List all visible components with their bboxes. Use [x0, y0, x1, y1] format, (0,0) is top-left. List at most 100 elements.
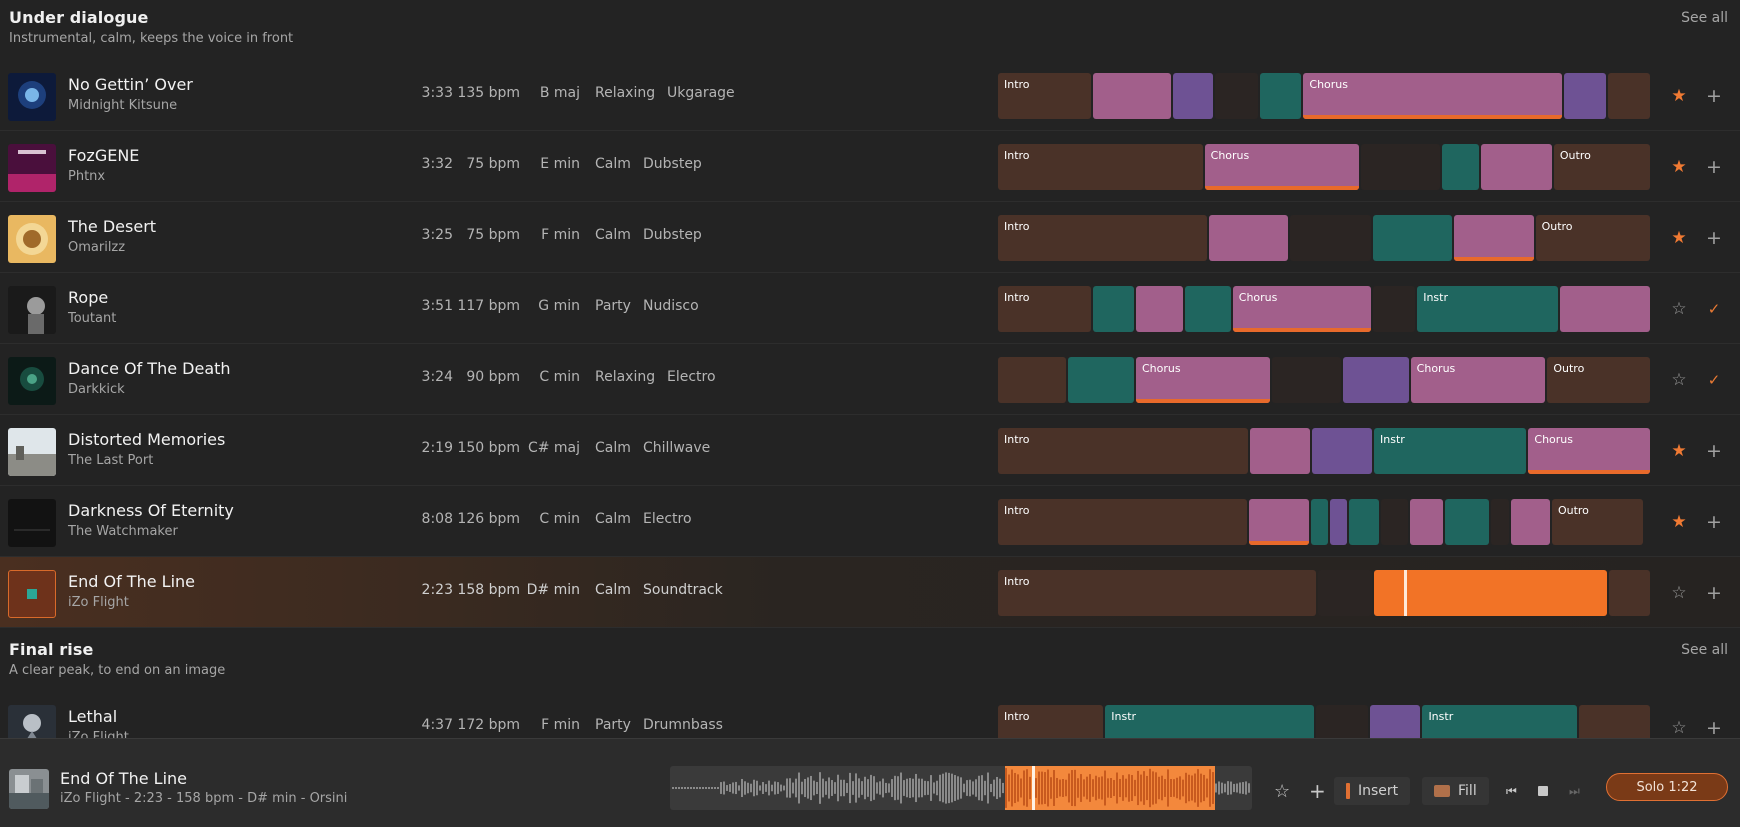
track-cover-art[interactable] [8, 73, 56, 121]
star-filled-icon[interactable]: ★ [1671, 227, 1687, 248]
track-cover-art[interactable] [8, 499, 56, 547]
timeline-segment[interactable]: Chorus [1410, 357, 1546, 403]
track-artist[interactable]: iZo Flight [68, 595, 129, 610]
timeline-segment[interactable] [1092, 286, 1134, 332]
track-structure-timeline[interactable]: Intro Chorus Instr [997, 286, 1651, 332]
timeline-segment[interactable]: Chorus [1232, 286, 1371, 332]
timeline-segment[interactable]: Outro [1547, 357, 1650, 403]
timeline-segment[interactable] [1372, 286, 1416, 332]
timeline-segment[interactable] [1318, 570, 1373, 616]
track-structure-timeline[interactable]: Chorus Chorus Outro [997, 357, 1651, 403]
timeline-segment[interactable] [1445, 499, 1490, 545]
timeline-segment[interactable] [1172, 73, 1214, 119]
track-title[interactable]: No Gettin’ Over [68, 75, 193, 94]
timeline-segment[interactable]: Chorus [1528, 428, 1650, 474]
plus-icon[interactable]: + [1706, 155, 1722, 178]
timeline-segment[interactable]: Intro [998, 286, 1091, 332]
timeline-segment[interactable]: Chorus [1204, 144, 1359, 190]
see-all-link[interactable]: See all [1681, 10, 1728, 26]
track-artist[interactable]: Omarilzz [68, 240, 126, 255]
timeline-segment[interactable] [1249, 499, 1309, 545]
player-add-button[interactable]: + [1309, 777, 1326, 805]
timeline-segment[interactable] [1381, 499, 1408, 545]
timeline-segment[interactable] [1564, 73, 1606, 119]
plus-icon[interactable]: + [1706, 226, 1722, 249]
timeline-segment[interactable]: Intro [998, 144, 1203, 190]
plus-icon[interactable]: + [1706, 716, 1722, 738]
timeline-segment[interactable] [1342, 357, 1409, 403]
track-row[interactable]: FozGENE Phtnx 3:32 75 bpm E min Calm Dubstep In… [0, 131, 1740, 202]
track-row[interactable]: Rope Toutant 3:51 117 bpm G min Party Nudisco I… [0, 273, 1740, 344]
player-favorite-button[interactable]: ☆ [1274, 777, 1290, 805]
track-artist[interactable]: Darkkick [68, 382, 125, 397]
track-artist[interactable]: Toutant [68, 311, 117, 326]
timeline-segment[interactable] [1453, 215, 1534, 261]
track-artist[interactable]: iZo Flight [68, 730, 129, 738]
fill-button[interactable]: Fill [1422, 777, 1489, 805]
track-cover-art[interactable] [8, 705, 56, 738]
timeline-segment[interactable]: Instr [1417, 286, 1558, 332]
timeline-segment[interactable]: Outro [1553, 144, 1650, 190]
check-icon[interactable]: ✓ [1707, 299, 1721, 318]
track-title[interactable]: Darkness Of Eternity [68, 501, 234, 520]
track-row[interactable]: The Desert Omarilzz 3:25 75 bpm F min Calm Dub… [0, 202, 1740, 273]
track-structure-timeline[interactable]: Intro [997, 570, 1651, 616]
track-structure-timeline[interactable]: Intro Instr Instr [997, 705, 1651, 738]
skip-forward-button[interactable]: ⏭ [1569, 777, 1580, 805]
star-filled-icon[interactable]: ★ [1671, 156, 1687, 177]
timeline-segment[interactable]: Intro [998, 428, 1249, 474]
track-cover-art[interactable] [8, 357, 56, 405]
timeline-segment[interactable] [1410, 499, 1444, 545]
star-filled-icon[interactable]: ★ [1671, 440, 1687, 461]
track-structure-timeline[interactable]: Intro Instr Chorus [997, 428, 1651, 474]
track-title[interactable]: Lethal [68, 707, 118, 726]
timeline-segment[interactable] [1290, 215, 1371, 261]
playhead-cursor[interactable] [1404, 570, 1408, 616]
star-filled-icon[interactable]: ★ [1671, 511, 1687, 532]
plus-icon[interactable]: + [1706, 581, 1722, 604]
timeline-segment[interactable] [1370, 705, 1421, 738]
star-outline-icon[interactable]: ☆ [1671, 298, 1687, 319]
track-structure-timeline[interactable]: Intro Chorus [997, 73, 1651, 119]
playing-indicator-icon[interactable] [8, 570, 56, 618]
stop-button[interactable] [1538, 777, 1548, 805]
timeline-segment[interactable]: Instr [1374, 428, 1527, 474]
timeline-segment[interactable]: Chorus [1303, 73, 1563, 119]
timeline-segment[interactable] [1330, 499, 1347, 545]
track-title[interactable]: FozGENE [68, 146, 140, 165]
waveform-playhead[interactable] [1032, 766, 1035, 810]
track-structure-timeline[interactable]: Intro Outro [997, 499, 1651, 545]
track-cover-art[interactable] [8, 286, 56, 334]
timeline-segment[interactable]: Outro [1551, 499, 1644, 545]
plus-icon[interactable]: + [1706, 510, 1722, 533]
timeline-segment[interactable] [1272, 357, 1341, 403]
timeline-segment[interactable] [1092, 73, 1171, 119]
track-artist[interactable]: Midnight Kitsune [68, 98, 178, 113]
star-outline-icon[interactable]: ☆ [1671, 582, 1687, 603]
timeline-segment[interactable] [1250, 428, 1310, 474]
timeline-segment[interactable] [1374, 570, 1608, 616]
track-artist[interactable]: The Watchmaker [68, 524, 178, 539]
timeline-segment[interactable] [1442, 144, 1479, 190]
track-cover-art[interactable] [8, 144, 56, 192]
plus-icon[interactable]: + [1706, 84, 1722, 107]
track-title[interactable]: End Of The Line [68, 572, 195, 591]
star-outline-icon[interactable]: ☆ [1671, 717, 1687, 738]
timeline-segment[interactable] [1067, 357, 1134, 403]
track-cover-art[interactable] [8, 428, 56, 476]
track-row[interactable]: Dance Of The Death Darkkick 3:24 90 bpm C mi… [0, 344, 1740, 415]
track-row[interactable]: Darkness Of Eternity The Watchmaker 8:08 12… [0, 486, 1740, 557]
track-title[interactable]: Rope [68, 288, 109, 307]
timeline-segment[interactable] [1372, 215, 1452, 261]
timeline-segment[interactable] [1609, 570, 1650, 616]
timeline-segment[interactable]: Intro [998, 73, 1091, 119]
timeline-segment[interactable] [1480, 144, 1552, 190]
timeline-segment[interactable] [1491, 499, 1509, 545]
timeline-segment[interactable]: Outro [1535, 215, 1650, 261]
timeline-segment[interactable] [1135, 286, 1184, 332]
track-row[interactable]: No Gettin’ Over Midnight Kitsune 3:33 135 b… [0, 60, 1740, 131]
timeline-segment[interactable] [1311, 428, 1373, 474]
timeline-segment[interactable]: Instr [1105, 705, 1315, 738]
track-structure-timeline[interactable]: Intro Chorus Outro [997, 144, 1651, 190]
star-outline-icon[interactable]: ☆ [1671, 369, 1687, 390]
